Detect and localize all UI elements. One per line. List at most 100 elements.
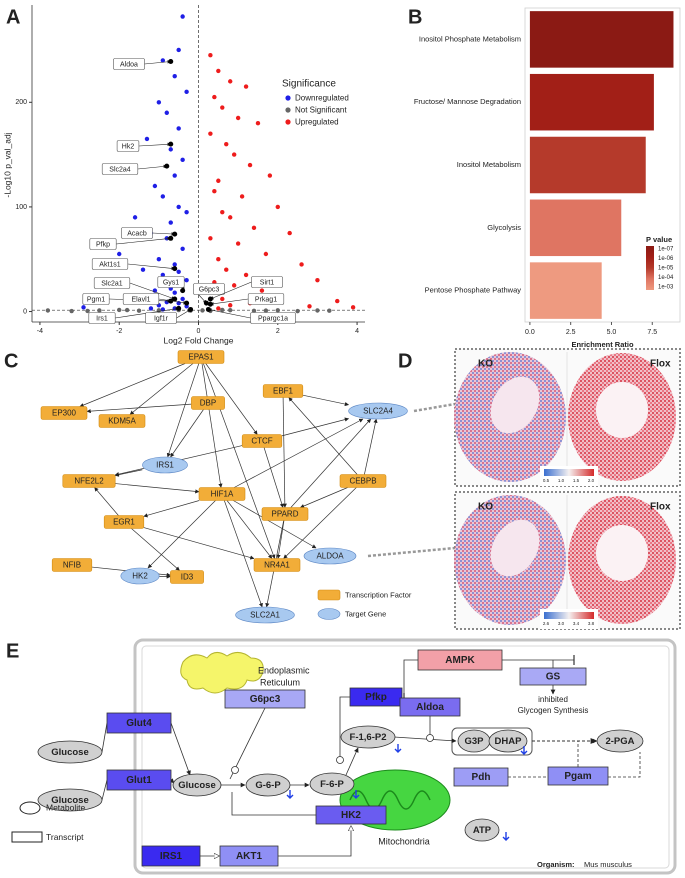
- transcript-box: [399, 697, 461, 717]
- annotation-box: [122, 293, 160, 305]
- x-tick-label: 2: [276, 328, 280, 335]
- transcript-box: [219, 845, 279, 867]
- image-label: Flox: [650, 359, 671, 370]
- scatter-point: [144, 136, 150, 142]
- legend-label: Upregulated: [295, 118, 339, 127]
- x-tick-label: 0: [197, 328, 201, 335]
- transcript-label: Pdh: [472, 772, 491, 783]
- network-edge: [290, 418, 372, 508]
- target-node: [120, 567, 160, 585]
- annotation-leader: [152, 232, 176, 236]
- transcript-box: [106, 769, 172, 791]
- network-edge: [234, 418, 364, 488]
- legend-swatch: [317, 608, 341, 620]
- scatter-point: [243, 84, 249, 89]
- legend-label: 1e-06: [658, 256, 674, 262]
- network-edge: [364, 418, 378, 475]
- scatter-point: [85, 308, 90, 314]
- down-arrow: [394, 744, 402, 753]
- scatter-point: [160, 194, 166, 199]
- node-label: HIF1A: [211, 490, 234, 499]
- factor-node: [241, 434, 283, 448]
- node-label: CTCF: [251, 437, 272, 446]
- panel-letter: D: [398, 350, 412, 372]
- pathway-link: [339, 696, 350, 760]
- legend-label: Metabolite: [46, 802, 85, 812]
- scatter-point: [176, 269, 181, 274]
- er-label: Reticulum: [260, 677, 300, 687]
- down-arrow: [352, 790, 360, 799]
- network-edge: [94, 487, 119, 516]
- colorbar-label: 2.6: [543, 621, 550, 626]
- annotated-point: [172, 296, 178, 302]
- pathway-link: [170, 722, 191, 776]
- scatter-point: [156, 257, 162, 262]
- annotated-point: [168, 141, 174, 147]
- metabolite-label: DHAP: [495, 736, 523, 747]
- network-edge: [283, 487, 357, 559]
- network-edge: [282, 397, 287, 508]
- metabolite: [340, 725, 396, 749]
- x-tick-label: -4: [37, 328, 43, 335]
- legend-label: Target Gene: [345, 609, 386, 618]
- network-edge: [288, 397, 358, 475]
- panel-letter: C: [4, 350, 18, 372]
- scatter-point: [140, 267, 146, 272]
- image-label: Flox: [650, 502, 671, 513]
- legend-label: Not Significant: [295, 106, 347, 115]
- annotation-box: [251, 276, 283, 288]
- annotation-box: [101, 163, 139, 175]
- scatter-point: [184, 277, 189, 283]
- connector: [367, 546, 456, 558]
- scatter-point: [247, 162, 253, 168]
- scatter-point: [243, 272, 249, 278]
- annotation-leader: [176, 309, 191, 319]
- metabolite-label: G3P: [464, 736, 484, 747]
- pathway-link: [231, 792, 316, 816]
- network-edge: [205, 363, 258, 435]
- metabolite-label: Glucose: [51, 795, 89, 806]
- annotation-leader: [127, 263, 176, 271]
- scatter-point: [168, 220, 173, 225]
- y-tick-label: 100: [15, 204, 27, 211]
- annotation-box: [247, 293, 285, 305]
- x-tick-label: 4: [355, 328, 359, 335]
- annotated-point: [168, 235, 174, 241]
- target-node: [235, 606, 295, 624]
- x-axis-label: Enrichment Ratio: [571, 340, 634, 349]
- scatter-point: [164, 110, 169, 115]
- annotated-point: [203, 300, 209, 306]
- x-tick-label: 5.0: [607, 329, 617, 336]
- scatter-point: [251, 308, 257, 314]
- factor-node: [261, 507, 309, 521]
- scatter-point: [160, 272, 166, 278]
- transcript-box: [547, 766, 609, 786]
- annotation-label: Irs1: [96, 315, 108, 322]
- annotation-label: G6pc3: [199, 286, 220, 293]
- legend-swatch: [317, 589, 341, 601]
- legend-swatch: [285, 95, 291, 101]
- scatter-point: [275, 204, 280, 210]
- network-edge: [263, 447, 284, 508]
- mitochondria-cristae: [349, 790, 431, 810]
- metabolite: [309, 772, 355, 796]
- node-label: ALDOA: [316, 552, 344, 561]
- annotation-label: Sirt1: [260, 279, 275, 286]
- annotation-label: Akt1s1: [99, 261, 121, 268]
- scatter-point: [180, 14, 185, 19]
- scatter-point: [315, 308, 320, 313]
- annotation-label: Gys1: [163, 279, 179, 286]
- network-edge: [115, 483, 200, 494]
- network-edge: [166, 363, 200, 458]
- scatter-point: [299, 262, 304, 267]
- annotation-leader: [208, 308, 251, 319]
- scatter-point: [132, 215, 138, 220]
- scatter-point: [136, 308, 142, 313]
- annotation-box: [116, 140, 140, 152]
- category-label: Inositol Phosphate Metabolism: [419, 34, 521, 43]
- scatter-point: [168, 147, 173, 152]
- scatter-point: [216, 178, 221, 183]
- network-edge: [129, 363, 194, 415]
- transcript-label: HK2: [341, 810, 361, 821]
- scatter-point: [208, 236, 213, 241]
